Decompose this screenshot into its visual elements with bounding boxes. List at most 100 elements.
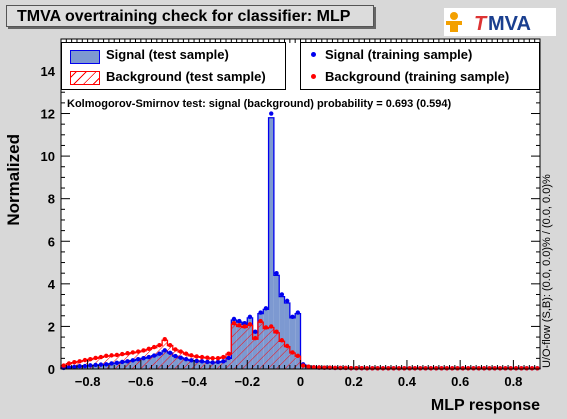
y-tick-label: 0 [48, 362, 55, 377]
signal-train-point [146, 354, 152, 360]
background-train-point [386, 366, 391, 371]
signal-test-bar [279, 296, 285, 369]
background-train-point [449, 366, 455, 371]
signal-train-point [258, 310, 263, 315]
signal-train-point [120, 359, 125, 365]
background-test-bar [247, 325, 253, 369]
ks-test-label: Kolmogorov-Smirnov test: signal (backgro… [67, 98, 452, 110]
legend-signal-train: Signal (training sample) [325, 47, 473, 62]
background-train-point [183, 351, 189, 356]
background-test-bar [257, 322, 264, 369]
signal-train-point [141, 355, 146, 361]
background-train-point [274, 329, 279, 334]
background-train-point [513, 366, 519, 371]
y-tick-label: 10 [41, 149, 55, 164]
background-train-point [306, 364, 311, 369]
signal-train-point [274, 270, 279, 276]
background-train-point [226, 351, 231, 356]
legend-signal-test: Signal (test sample) [106, 47, 229, 62]
background-train-point [290, 350, 295, 355]
background-train-point [120, 351, 125, 357]
background-train-point [508, 366, 513, 371]
tmva-logo: T MVA [444, 8, 556, 36]
background-train-point [476, 366, 481, 371]
signal-train-point [242, 321, 247, 326]
background-test-bar [263, 328, 269, 369]
background-train-point [263, 325, 269, 330]
signal-train-point [269, 111, 274, 116]
background-train-point [253, 335, 258, 341]
background-train-point [439, 366, 444, 371]
background-train-point [471, 366, 476, 371]
background-train-point [135, 349, 141, 354]
background-train-point [434, 366, 439, 371]
x-tick-label: 0.8 [504, 374, 522, 389]
background-train-point [242, 324, 247, 329]
signal-train-point [88, 363, 93, 368]
background-train-point [258, 318, 263, 324]
signal-train-point [151, 353, 157, 358]
signal-train-point [77, 364, 82, 369]
signal-train-point [93, 362, 98, 368]
x-tick-label: 0.2 [345, 374, 363, 389]
signal-train-point [82, 363, 88, 369]
background-train-point [72, 359, 77, 365]
signal-train-point [215, 359, 221, 365]
signal-train-point [205, 359, 210, 365]
background-test-bar [273, 332, 280, 369]
legend-test: Signal (test sample) Background (test sa… [61, 42, 286, 90]
background-train-point [237, 323, 242, 328]
signal-train-point [231, 316, 237, 322]
background-train-point [300, 363, 306, 368]
signal-train-point [98, 362, 104, 367]
background-test-bar [225, 354, 232, 369]
signal-train-point [125, 359, 130, 364]
background-train-point [141, 348, 146, 353]
background-train-point [396, 366, 402, 371]
y-tick-label: 2 [48, 319, 55, 334]
signal-test-bar [273, 275, 280, 369]
background-train-point [104, 353, 109, 358]
background-train-point [88, 357, 93, 362]
background-train-point [210, 355, 215, 361]
background-train-point [380, 366, 386, 371]
background-train-point [497, 366, 503, 371]
background-train-point [205, 355, 210, 360]
background-train-point [481, 366, 487, 371]
x-tick-label: −0.8 [75, 374, 101, 389]
background-test-bar [284, 346, 290, 369]
x-tick-label: −0.4 [181, 374, 207, 389]
background-train-point [348, 365, 354, 371]
background-train-point [519, 366, 524, 371]
signal-test-bar [284, 303, 290, 369]
background-train-point [444, 366, 450, 371]
signal-train-point [194, 358, 199, 364]
x-tick-label: 0.4 [398, 374, 417, 389]
background-test-bar [268, 327, 274, 369]
background-train-point [93, 355, 98, 361]
background-train-point [269, 324, 274, 329]
signal-train-point [295, 310, 301, 315]
signal-train-point [162, 348, 167, 353]
background-train-point [364, 366, 370, 371]
background-test-bar [167, 345, 173, 369]
background-train-point [82, 357, 88, 363]
background-test-bar [252, 339, 258, 369]
background-test-bar [236, 326, 242, 369]
background-train-point [402, 366, 407, 371]
signal-test-bar [268, 117, 274, 369]
background-train-point [535, 366, 540, 371]
signal-train-point [189, 358, 194, 363]
background-train-point [460, 366, 466, 371]
signal-train-point [72, 364, 77, 370]
background-test-bar [279, 341, 285, 369]
signal-train-point [157, 351, 162, 356]
background-train-point [157, 342, 162, 348]
y-axis-title: Normalized [4, 134, 23, 226]
signal-test-bar [289, 317, 296, 369]
background-train-point [503, 366, 508, 371]
background-test-bar [178, 351, 184, 369]
legend-swatch-background-test [70, 71, 100, 85]
signal-train-point [199, 359, 205, 364]
